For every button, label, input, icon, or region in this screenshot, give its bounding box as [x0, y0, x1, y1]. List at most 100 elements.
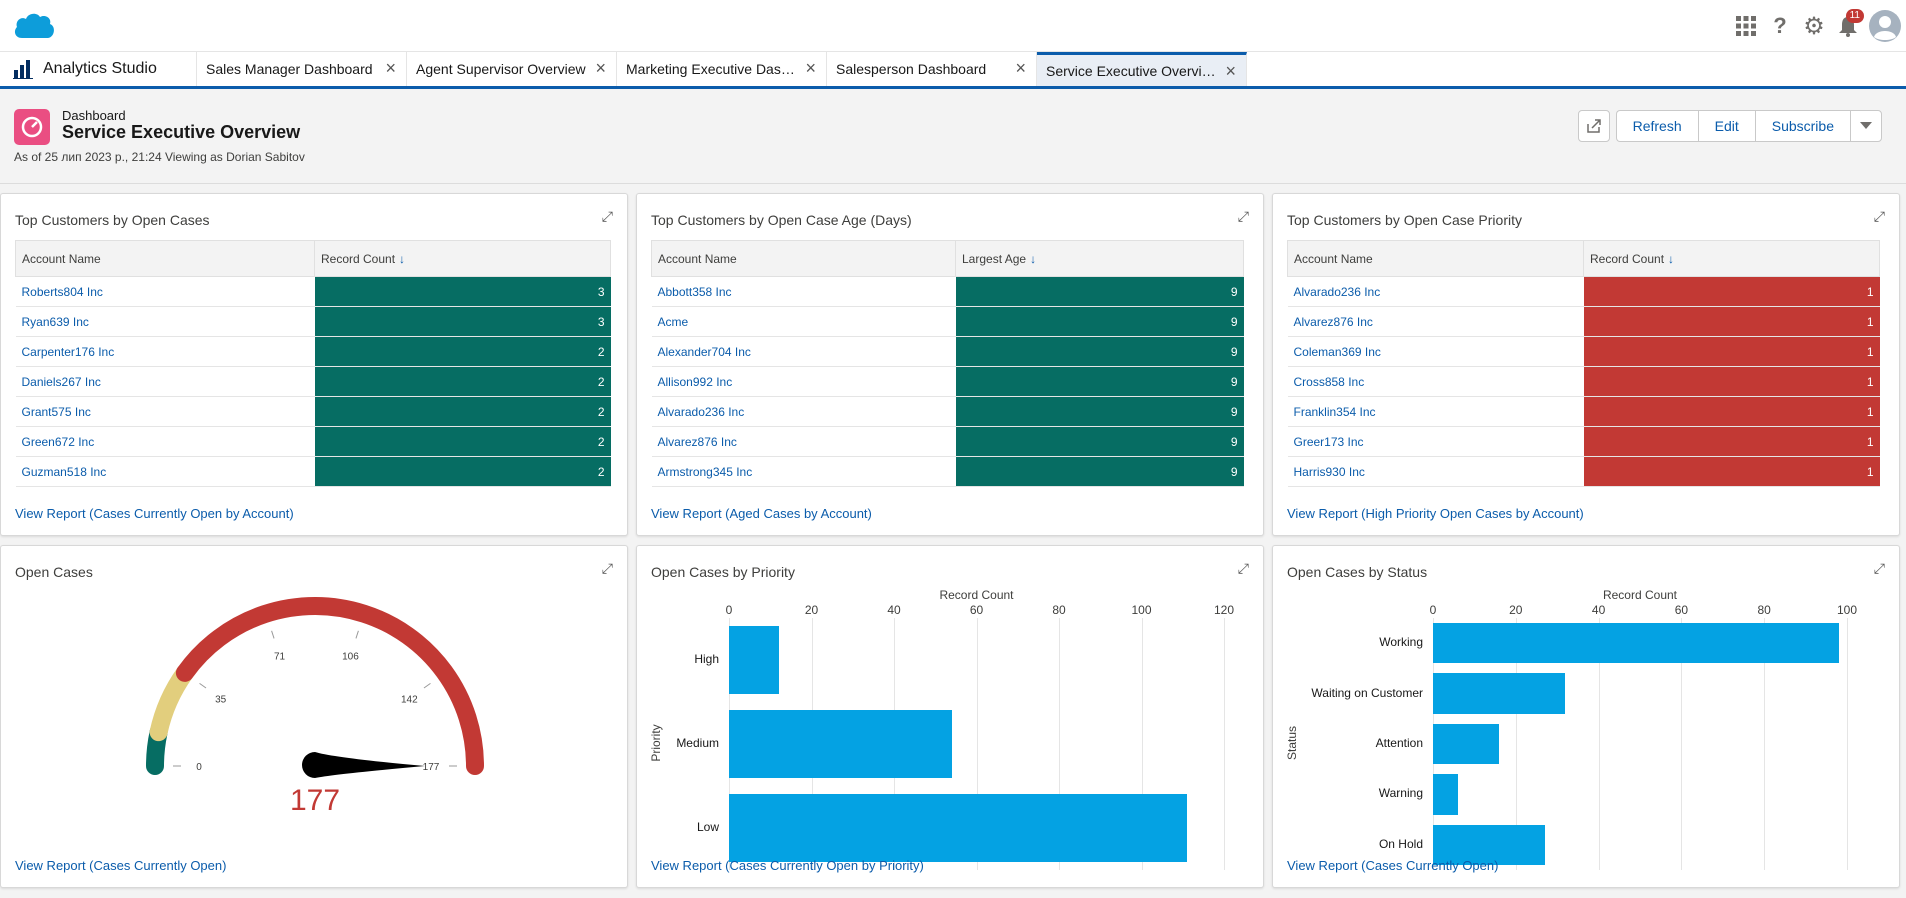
table-row: Harris930 Inc 1 — [1287, 456, 1880, 487]
column-header-label: Largest Age — [962, 251, 1027, 266]
expand-icon[interactable]: ⤢ — [1873, 560, 1885, 576]
expand-icon[interactable]: ⤢ — [601, 208, 613, 224]
edit-button[interactable]: Edit — [1697, 110, 1755, 142]
record-value-cell: 1 — [1583, 336, 1880, 367]
tab-sales-manager-dashboard[interactable]: Sales Manager Dashboard × — [197, 52, 407, 86]
account-name-link[interactable]: Allison992 Inc — [651, 366, 956, 397]
account-name-link[interactable]: Grant575 Inc — [15, 396, 315, 427]
table-row: Daniels267 Inc 2 — [15, 366, 611, 397]
bar[interactable] — [729, 710, 952, 778]
expand-icon[interactable]: ⤢ — [1873, 208, 1885, 224]
column-header-age[interactable]: Largest Age ↓ — [955, 240, 1244, 277]
gridline — [1847, 618, 1848, 870]
column-header-account[interactable]: Account Name — [15, 240, 315, 277]
bar[interactable] — [729, 794, 1187, 862]
account-name-link[interactable]: Franklin354 Inc — [1287, 396, 1584, 427]
share-button[interactable] — [1577, 110, 1610, 142]
gauge-tick-label: 71 — [274, 652, 286, 663]
bar[interactable] — [1433, 824, 1545, 865]
expand-icon[interactable]: ⤢ — [1237, 560, 1249, 576]
table-row: Grant575 Inc 2 — [15, 396, 611, 427]
account-name-link[interactable]: Armstrong345 Inc — [651, 456, 956, 487]
column-header-count[interactable]: Record Count ↓ — [314, 240, 611, 277]
table-row: Armstrong345 Inc 9 — [651, 456, 1244, 487]
account-name-link[interactable]: Green672 Inc — [15, 426, 315, 457]
view-report-link[interactable]: View Report (Cases Currently Open by Pri… — [651, 858, 924, 873]
account-name-link[interactable]: Alvarado236 Inc — [1287, 276, 1584, 307]
tab-marketing-executive-dashboard[interactable]: Marketing Executive Dashboard × — [617, 52, 827, 86]
tab-agent-supervisor-overview[interactable]: Agent Supervisor Overview × — [407, 52, 617, 86]
more-actions-button[interactable] — [1850, 110, 1882, 142]
salesforce-cloud-icon[interactable] — [12, 10, 56, 45]
subscribe-button[interactable]: Subscribe — [1754, 110, 1850, 142]
tab-salesperson-dashboard[interactable]: Salesperson Dashboard × — [827, 52, 1037, 86]
account-name-link[interactable]: Alvarez876 Inc — [1287, 306, 1584, 337]
account-name-link[interactable]: Guzman518 Inc — [15, 456, 315, 487]
widget-title: Top Customers by Open Case Age (Days) — [651, 212, 912, 228]
app-name[interactable]: Analytics Studio — [0, 52, 197, 86]
widget-title: Top Customers by Open Cases — [15, 212, 210, 228]
column-header-count[interactable]: Record Count ↓ — [1583, 240, 1880, 277]
x-tick-label: 40 — [1591, 603, 1606, 617]
page-title: Service Executive Overview — [62, 122, 301, 142]
view-report-link[interactable]: View Report (High Priority Open Cases by… — [1287, 506, 1584, 521]
account-name-link[interactable]: Harris930 Inc — [1287, 456, 1584, 487]
table-row: Alexander704 Inc 9 — [651, 336, 1244, 367]
bar[interactable] — [729, 626, 779, 694]
view-report-link[interactable]: View Report (Aged Cases by Account) — [651, 506, 872, 521]
gauge-tick — [271, 630, 275, 639]
bar[interactable] — [1433, 673, 1566, 714]
category-label: Working — [1379, 635, 1423, 650]
column-header-account[interactable]: Account Name — [651, 240, 956, 277]
column-header-account[interactable]: Account Name — [1287, 240, 1584, 277]
widget-open-cases-by-status: Open Cases by Status ⤢ Record Count Statu… — [1272, 545, 1900, 888]
dashboard-icon — [14, 109, 50, 145]
account-name-link[interactable]: Alvarado236 Inc — [651, 396, 956, 427]
sort-arrow-icon: ↓ — [1030, 251, 1037, 266]
notifications-bell-icon[interactable]: 11 — [1834, 9, 1864, 40]
gridline — [1141, 618, 1143, 870]
help-icon[interactable]: ? — [1773, 13, 1787, 38]
refresh-button[interactable]: Refresh — [1615, 110, 1698, 142]
category-label: Low — [696, 820, 719, 834]
account-name-link[interactable]: Alexander704 Inc — [651, 336, 956, 367]
account-name-link[interactable]: Acme — [651, 306, 956, 337]
account-name-link[interactable]: Daniels267 Inc — [15, 366, 315, 397]
bar[interactable] — [1433, 623, 1839, 664]
expand-icon[interactable]: ⤢ — [1237, 208, 1249, 224]
sort-arrow-icon: ↓ — [399, 251, 406, 266]
account-name-link[interactable]: Abbott358 Inc — [651, 276, 956, 307]
account-name-link[interactable]: Carpenter176 Inc — [15, 336, 315, 367]
category-label: On Hold — [1378, 836, 1423, 851]
view-report-link[interactable]: View Report (Cases Currently Open by Acc… — [15, 506, 294, 521]
tab-service-executive-overview[interactable]: Service Executive Overview × — [1037, 52, 1247, 86]
user-avatar-icon[interactable] — [1868, 9, 1902, 43]
view-report-link[interactable]: View Report (Cases Currently Open) — [15, 858, 227, 873]
bar[interactable] — [1433, 774, 1458, 815]
close-icon[interactable]: × — [595, 58, 606, 78]
app-launcher-icon[interactable] — [1732, 12, 1760, 40]
account-name-link[interactable]: Roberts804 Inc — [15, 276, 315, 307]
close-icon[interactable]: × — [1015, 58, 1026, 78]
account-name-link[interactable]: Alvarez876 Inc — [651, 426, 956, 457]
gauge-needle — [302, 752, 425, 778]
gauge-tick — [199, 682, 207, 689]
view-report-link[interactable]: View Report (Cases Currently Open) — [1287, 858, 1499, 873]
close-icon[interactable]: × — [805, 58, 816, 78]
gridline — [1515, 618, 1517, 870]
app-name-label: Analytics Studio — [43, 60, 157, 77]
bar[interactable] — [1433, 723, 1500, 765]
close-icon[interactable]: × — [1225, 61, 1236, 81]
close-icon[interactable]: × — [385, 58, 396, 78]
x-tick-label: 60 — [1674, 603, 1689, 617]
account-name-link[interactable]: Greer173 Inc — [1287, 426, 1584, 457]
record-value-cell: 9 — [955, 306, 1244, 337]
expand-icon[interactable]: ⤢ — [601, 560, 613, 576]
account-name-link[interactable]: Ryan639 Inc — [15, 306, 315, 337]
account-name-link[interactable]: Cross858 Inc — [1287, 366, 1584, 397]
bar-chart: Record Count Priority 0 20 40 60 80 100 120 High M… — [637, 546, 1265, 889]
x-axis-title: Record Count — [939, 588, 1014, 602]
tab-bar: Analytics Studio Sales Manager Dashboard… — [0, 52, 1906, 89]
account-name-link[interactable]: Coleman369 Inc — [1287, 336, 1584, 367]
setup-gear-icon[interactable]: ⚙ — [1803, 12, 1825, 40]
